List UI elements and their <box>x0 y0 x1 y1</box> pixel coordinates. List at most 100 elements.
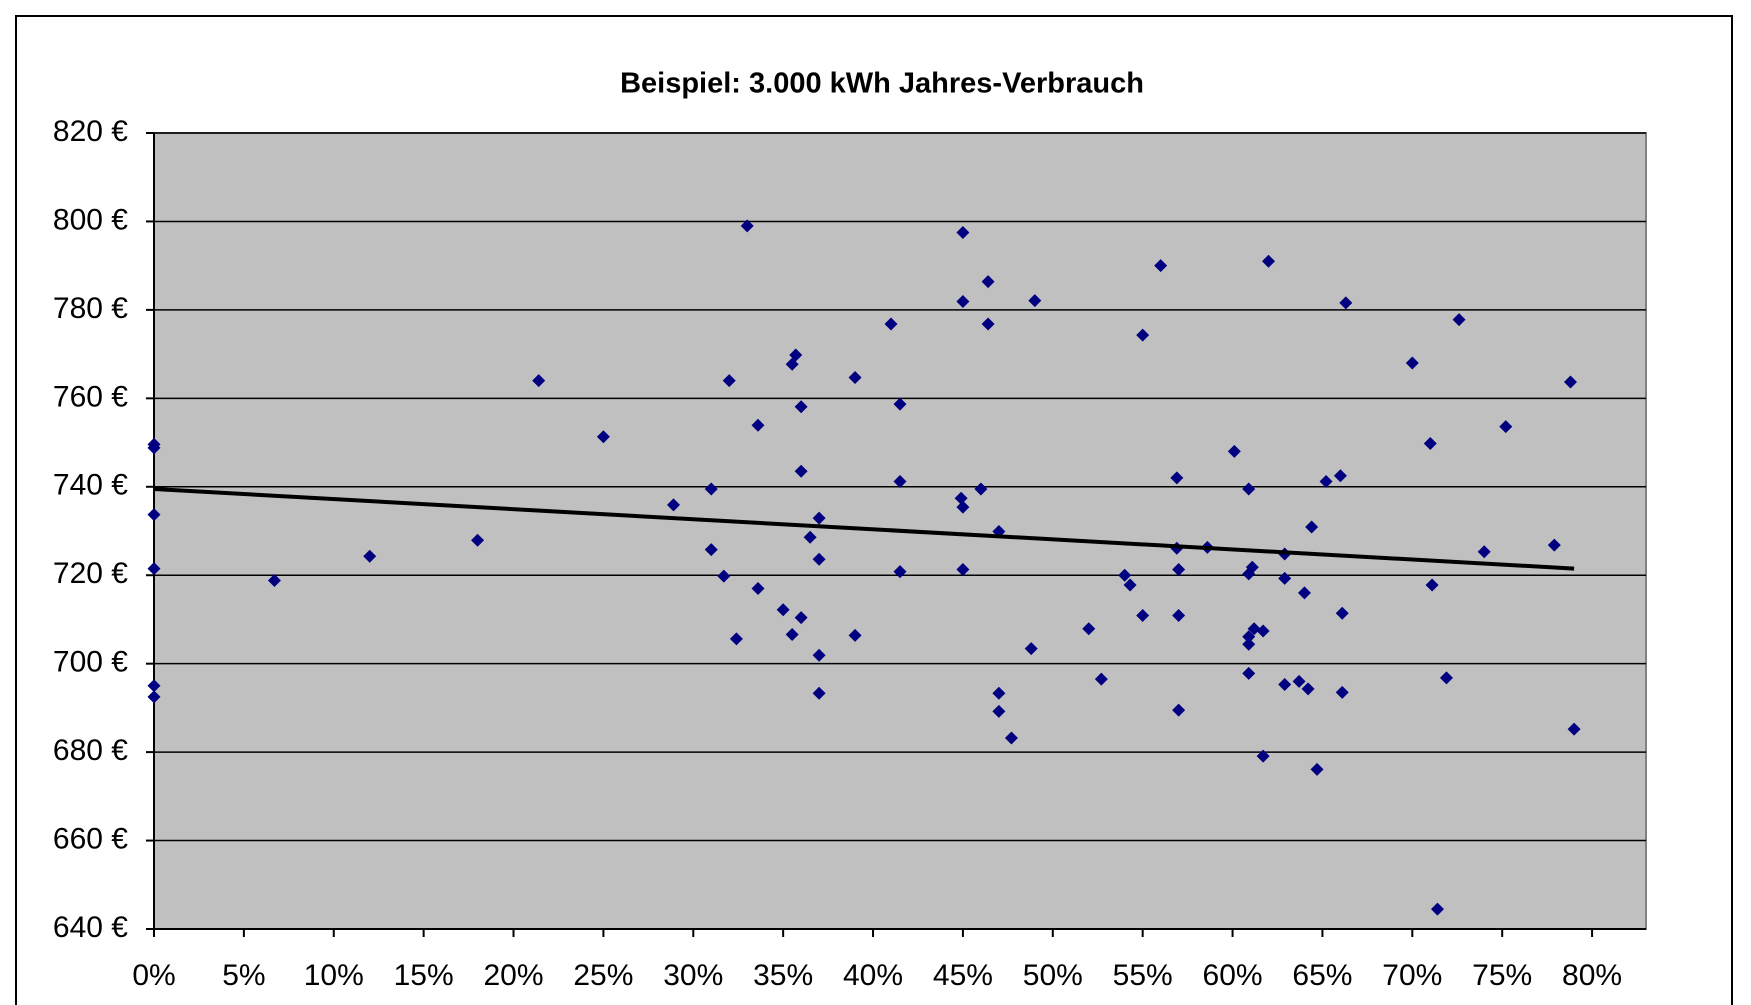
data-point <box>1172 703 1186 717</box>
data-point <box>776 603 790 617</box>
x-tick-label: 75% <box>1472 959 1532 992</box>
y-tick-label: 820 € <box>53 115 128 148</box>
data-point <box>812 552 826 566</box>
y-tick-label: 800 € <box>53 203 128 236</box>
data-point <box>1028 294 1042 308</box>
data-point <box>794 611 808 625</box>
data-point <box>812 511 826 525</box>
x-tick-label: 65% <box>1292 959 1352 992</box>
data-point <box>729 632 743 646</box>
y-tick-label: 680 € <box>53 734 128 767</box>
data-point <box>884 317 898 331</box>
data-point <box>532 374 546 388</box>
data-point <box>1136 608 1150 622</box>
data-point <box>992 686 1006 700</box>
data-point <box>893 565 907 579</box>
data-point <box>1477 545 1491 559</box>
x-tick-label: 55% <box>1113 959 1173 992</box>
data-point <box>1333 469 1347 483</box>
x-tick-label: 50% <box>1023 959 1083 992</box>
data-point <box>893 474 907 488</box>
data-point <box>1094 672 1108 686</box>
data-point <box>147 679 161 693</box>
x-tick-label: 35% <box>753 959 813 992</box>
x-tick-label: 20% <box>483 959 543 992</box>
data-point <box>992 704 1006 718</box>
data-point <box>704 543 718 557</box>
data-point <box>1172 608 1186 622</box>
data-point <box>1335 606 1349 620</box>
data-point <box>147 562 161 576</box>
chart-border <box>15 15 1733 1005</box>
data-point <box>1154 259 1168 273</box>
data-point <box>1499 420 1513 434</box>
data-point <box>1242 630 1256 644</box>
data-point <box>1242 637 1256 651</box>
data-point <box>717 569 731 583</box>
data-point <box>1256 749 1270 763</box>
data-point <box>1310 762 1324 776</box>
data-point <box>1256 624 1270 638</box>
data-point <box>956 294 970 308</box>
data-point <box>981 317 995 331</box>
data-point <box>147 441 161 455</box>
data-point <box>1278 677 1292 691</box>
data-point <box>147 508 161 522</box>
data-point <box>1319 474 1333 488</box>
y-tick-label: 700 € <box>53 646 128 679</box>
data-point <box>596 430 610 444</box>
x-tick-label: 25% <box>573 959 633 992</box>
data-point <box>363 549 377 563</box>
data-point <box>1547 538 1561 552</box>
y-tick-label: 660 € <box>53 822 128 855</box>
data-point <box>1292 674 1306 688</box>
y-tick-label: 760 € <box>53 380 128 413</box>
data-point <box>1452 313 1466 327</box>
x-tick-label: 70% <box>1382 959 1442 992</box>
data-point <box>704 482 718 496</box>
data-point <box>1123 578 1137 592</box>
data-point <box>812 648 826 662</box>
data-point <box>956 500 970 514</box>
data-point <box>954 491 968 505</box>
data-point <box>1082 622 1096 636</box>
data-point <box>1430 902 1444 916</box>
data-point <box>812 686 826 700</box>
data-point <box>1339 296 1353 310</box>
x-tick-label: 0% <box>132 959 175 992</box>
data-point <box>1118 568 1132 582</box>
trend-line <box>153 486 1575 571</box>
data-point <box>740 219 754 233</box>
data-point <box>1405 356 1419 370</box>
data-point <box>147 690 161 704</box>
data-point <box>1297 586 1311 600</box>
data-point <box>1423 436 1437 450</box>
x-tick-label: 15% <box>394 959 454 992</box>
x-tick-label: 30% <box>663 959 723 992</box>
data-point <box>471 533 485 547</box>
data-point <box>794 464 808 478</box>
x-tick-label: 40% <box>843 959 903 992</box>
y-tick-label: 740 € <box>53 469 128 502</box>
data-point <box>751 581 765 595</box>
chart-title: Beispiel: 3.000 kWh Jahres-Verbrauch <box>620 68 1144 100</box>
data-point <box>1004 731 1018 745</box>
data-point <box>956 226 970 239</box>
data-point <box>848 371 862 385</box>
data-point <box>785 627 799 641</box>
data-point <box>267 574 281 588</box>
data-point <box>1024 642 1038 656</box>
data-point <box>667 498 681 512</box>
data-point <box>1564 375 1578 389</box>
data-point <box>1227 444 1241 458</box>
x-tick-label: 45% <box>933 959 993 992</box>
data-point <box>1567 722 1581 736</box>
data-point <box>803 530 817 544</box>
data-point <box>981 275 995 289</box>
x-tick-label: 80% <box>1562 959 1622 992</box>
data-point <box>1278 571 1292 585</box>
data-point <box>1136 328 1150 342</box>
data-point <box>1262 254 1276 268</box>
y-tick-label: 780 € <box>53 292 128 325</box>
data-point <box>1335 685 1349 699</box>
